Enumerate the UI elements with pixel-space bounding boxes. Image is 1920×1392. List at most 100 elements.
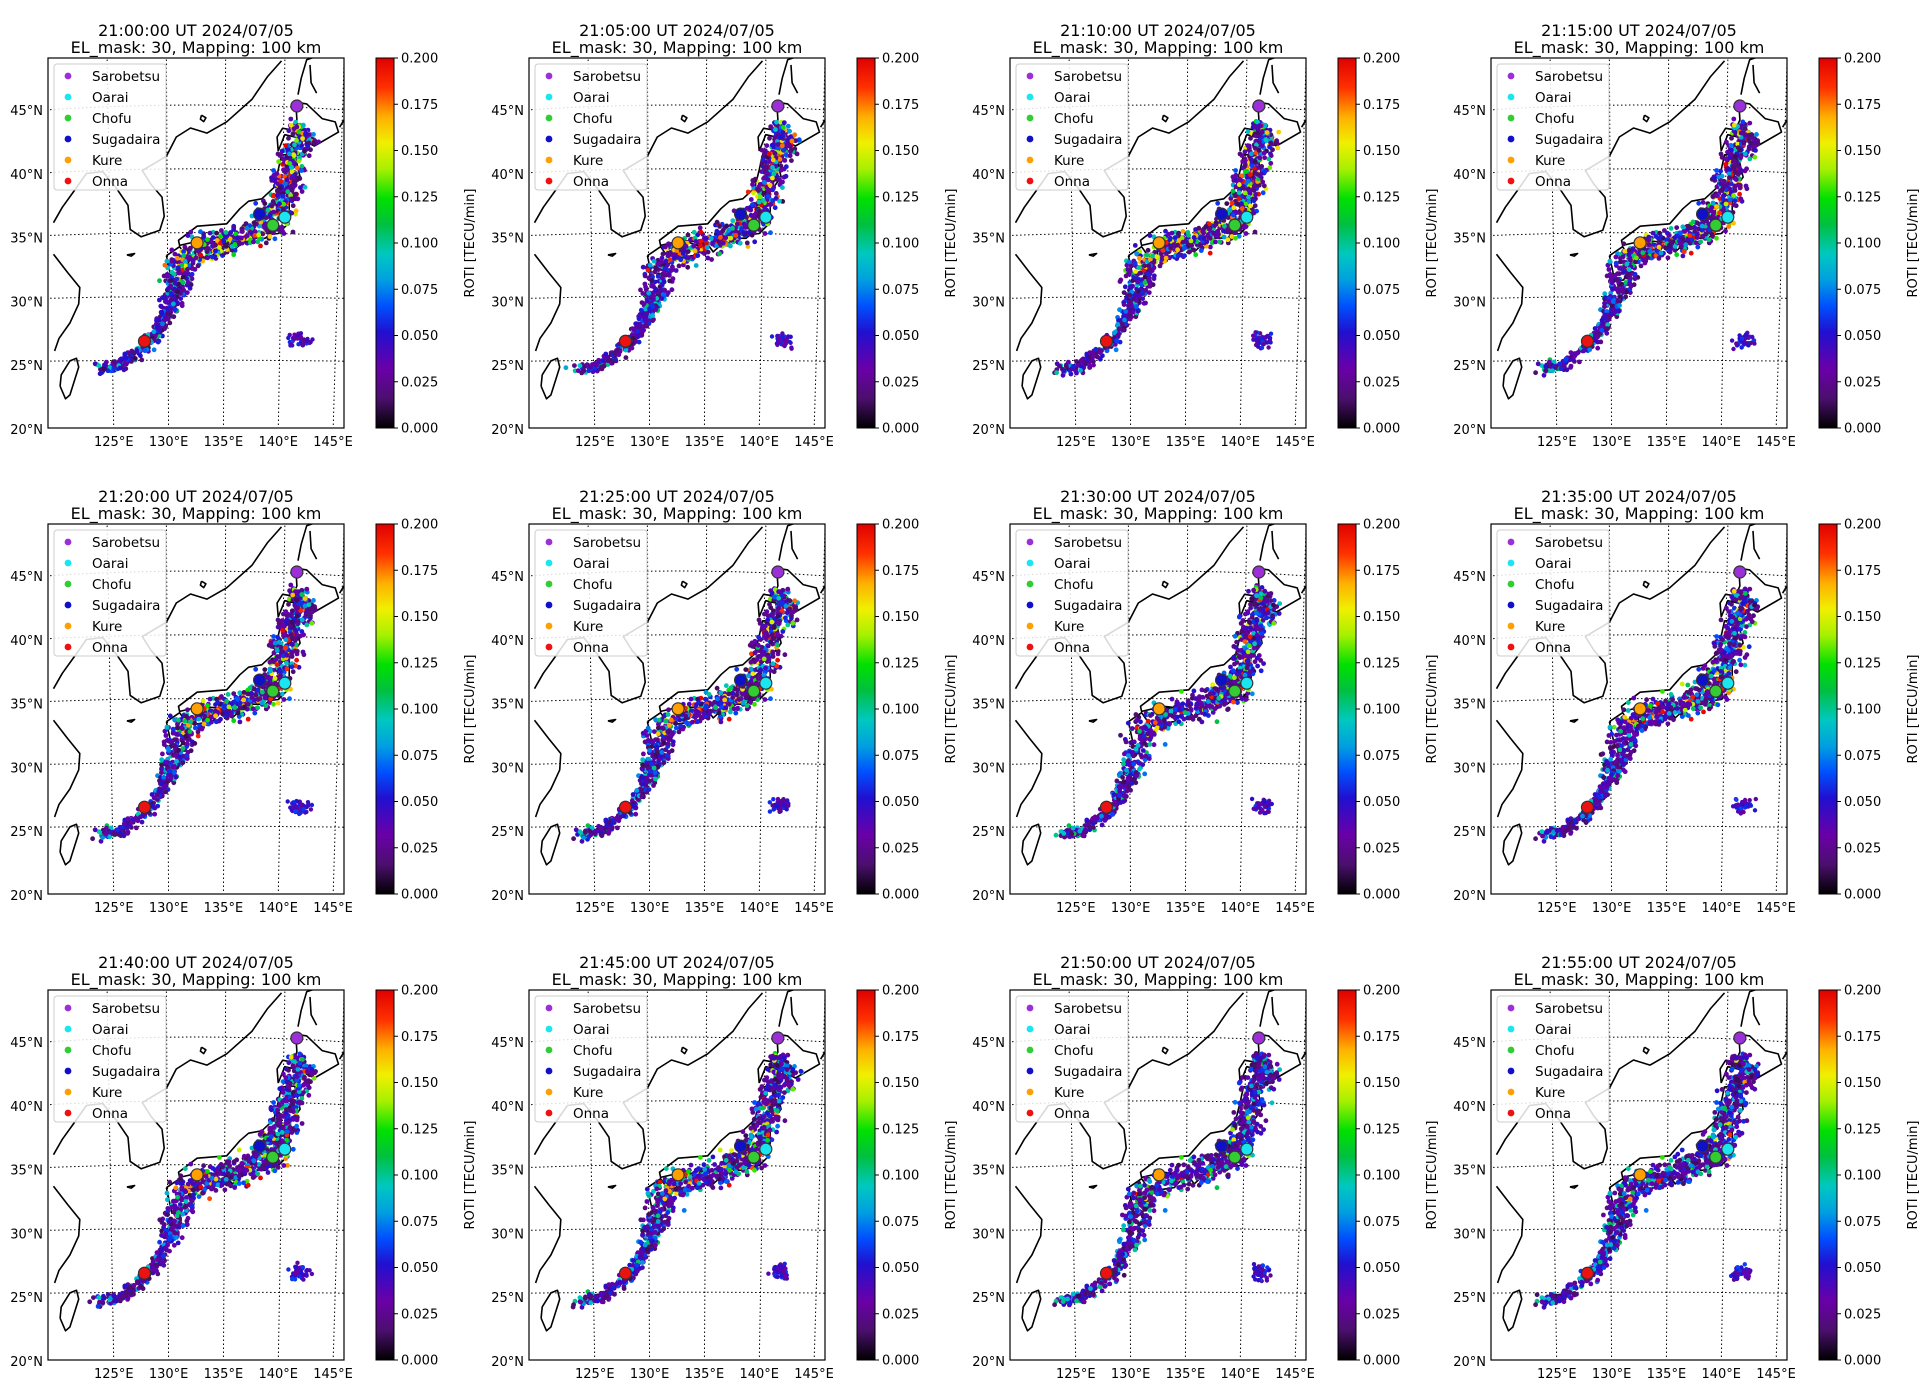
roti-point: [1724, 139, 1729, 145]
graticule-meridian: [277, 58, 286, 428]
legend-label: Onna: [1054, 174, 1090, 190]
graticule-parallel: [529, 295, 825, 299]
roti-point: [185, 707, 190, 713]
roti-point: [724, 223, 730, 229]
roti-point: [181, 249, 187, 254]
roti-point: [1217, 239, 1223, 245]
graticule-parallel: [1010, 232, 1306, 237]
x-tick-label: 130°E: [149, 435, 189, 450]
roti-point: [139, 819, 145, 825]
roti-point: [267, 234, 273, 239]
colorbar: [1337, 57, 1357, 429]
roti-point: [1248, 135, 1253, 141]
roti-point: [781, 120, 787, 125]
x-tick-label: 140°E: [739, 435, 779, 450]
roti-point: [1617, 265, 1623, 271]
roti-point: [281, 231, 287, 236]
roti-point: [649, 302, 655, 308]
roti-point: [733, 233, 739, 238]
roti-point: [1689, 237, 1695, 243]
roti-point: [1255, 125, 1261, 131]
roti-point: [1146, 263, 1152, 269]
colorbar: [856, 57, 876, 429]
colorbar-tick-label: 0.150: [1844, 144, 1881, 159]
roti-point: [1134, 251, 1139, 257]
roti-point: [1703, 231, 1709, 237]
roti-point: [1721, 192, 1727, 198]
roti-point: [291, 179, 297, 185]
roti-point: [705, 249, 711, 255]
roti-point: [652, 269, 658, 275]
roti-point: [728, 243, 733, 249]
roti-point: [1750, 334, 1755, 340]
graticule-parallel: [1491, 359, 1787, 362]
roti-point: [668, 257, 673, 263]
roti-point: [670, 265, 675, 271]
graticule-parallel: [1491, 295, 1787, 299]
station-marker-sarobetsu: [290, 99, 304, 113]
station-marker-kure: [671, 236, 685, 250]
roti-point: [182, 258, 188, 264]
roti-point: [638, 287, 643, 293]
roti-point: [1653, 253, 1659, 258]
roti-point: [275, 700, 281, 706]
roti-point: [209, 254, 215, 260]
roti-point: [612, 350, 618, 355]
roti-point: [1609, 311, 1614, 317]
roti-point: [649, 283, 654, 289]
roti-point: [167, 713, 173, 719]
roti-point: [1249, 163, 1255, 169]
roti-point: [289, 342, 294, 347]
roti-point: [1229, 234, 1235, 239]
roti-point: [1208, 244, 1213, 250]
roti-point: [1133, 269, 1138, 274]
roti-point: [210, 235, 216, 240]
roti-point: [1605, 322, 1611, 328]
roti-point: [185, 233, 191, 239]
roti-point: [1725, 149, 1730, 155]
station-marker-kure: [1152, 236, 1166, 250]
station-marker-oarai: [278, 210, 292, 224]
roti-point: [766, 151, 772, 157]
roti-point: [1257, 139, 1262, 145]
legend-marker: [1026, 114, 1034, 122]
panel-subtitle: EL_mask: 30, Mapping: 100 km: [1033, 38, 1284, 58]
roti-point: [1720, 182, 1725, 187]
roti-point: [1252, 203, 1258, 209]
roti-point: [1242, 190, 1248, 196]
roti-point: [750, 202, 755, 208]
roti-point: [1606, 267, 1612, 272]
roti-point: [1735, 145, 1741, 150]
roti-point: [1624, 261, 1630, 267]
roti-point: [1172, 235, 1178, 240]
roti-point: [1128, 263, 1134, 269]
roti-point: [1687, 233, 1693, 238]
graticule-parallel: [48, 761, 344, 765]
roti-point: [698, 229, 704, 235]
roti-point: [302, 148, 307, 154]
roti-point: [1134, 298, 1139, 303]
roti-point: [1700, 234, 1705, 240]
roti-point: [643, 313, 649, 319]
colorbar-tick-label: 0.175: [401, 98, 438, 113]
roti-point: [663, 258, 669, 264]
roti-point: [1632, 271, 1638, 277]
roti-point: [1246, 147, 1252, 153]
roti-point: [1672, 244, 1678, 249]
legend-label: Sugadaira: [1054, 132, 1122, 148]
x-tick-label: 125°E: [575, 435, 615, 450]
colorbar-tick-label: 0.125: [1363, 190, 1400, 205]
station-marker-kure: [190, 236, 204, 250]
roti-point: [172, 251, 178, 257]
roti-point: [783, 173, 789, 179]
roti-point: [1251, 183, 1257, 189]
coastline: [338, 585, 344, 594]
roti-point: [214, 230, 220, 236]
roti-point: [666, 241, 671, 247]
colorbar-tick-label: 0.000: [882, 422, 919, 437]
roti-point: [1169, 230, 1175, 236]
roti-point: [157, 297, 162, 303]
